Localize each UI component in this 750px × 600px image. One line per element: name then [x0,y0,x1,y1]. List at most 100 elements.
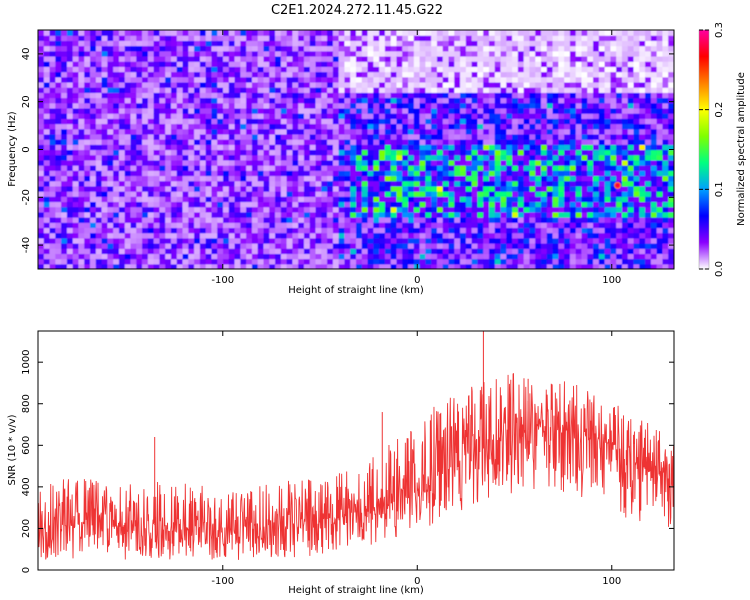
heatmap-cell [656,30,664,36]
heatmap-cell [593,102,600,109]
heatmap-cell [327,154,334,161]
heatmap-cell [616,40,623,47]
heatmap-cell [621,185,629,192]
heatmap-cell [246,175,253,182]
heatmap-cell [130,50,137,57]
heatmap-cell [142,87,149,93]
heatmap-cell [645,133,652,140]
heatmap-cell [610,71,617,78]
heatmap-cell [402,113,409,119]
heatmap-cell [425,118,432,125]
heatmap-cell [506,263,513,269]
heatmap-cell [217,211,224,218]
heatmap-cell [581,102,588,109]
heatmap-cell [442,45,450,52]
heatmap-cell [72,185,80,192]
heatmap-cell [176,71,184,78]
heatmap-cell [541,87,548,93]
heatmap-cell [575,227,583,234]
heatmap-cell [38,170,45,177]
heatmap-cell [569,107,577,114]
heatmap-cell [564,118,571,125]
heatmap-cell [240,66,247,73]
heatmap-cell [142,175,149,182]
heatmap-cell [217,243,224,249]
heatmap-cell [350,191,357,197]
heatmap-cell [84,55,91,62]
heatmap-cell [373,263,380,269]
heatmap-cell [95,191,103,197]
heatmap-cell [604,50,611,57]
heatmap-cell [408,170,415,177]
heatmap-cell [269,154,276,161]
heatmap-cell [512,227,519,234]
heatmap-cell [286,253,293,260]
heatmap-cell [344,191,351,197]
heatmap-cell [269,144,276,151]
heatmap-cell [321,263,328,269]
heatmap-cell [367,92,374,99]
heatmap-cell [205,170,213,177]
heatmap-cell [477,107,484,114]
heatmap-cell [587,258,594,265]
heatmap-cell [251,81,259,88]
heatmap-cell [338,175,346,182]
heatmap-cell [309,232,317,239]
heatmap-cell [130,133,137,140]
heatmap-cell [454,133,461,140]
heatmap-cell [124,92,132,99]
heatmap-cell [101,87,108,93]
heatmap-cell [627,243,635,249]
heatmap-cell [425,113,432,119]
heatmap-cell [523,258,531,265]
heatmap-cell [165,45,172,52]
heatmap-cell [298,165,305,171]
heatmap-cell [645,45,652,52]
heatmap-cell [633,243,640,249]
heatmap-cell [194,206,201,213]
heatmap-cell [627,170,635,177]
heatmap-cell [431,170,438,177]
heatmap-cell [153,211,161,218]
heatmap-cell [633,165,640,171]
heatmap-cell [228,55,236,62]
heatmap-cell [413,102,421,109]
heatmap-cell [419,232,426,239]
heatmap-cell [90,71,97,78]
heatmap-cell [199,149,207,156]
heatmap-cell [217,55,224,62]
heatmap-cell [159,227,166,234]
heatmap-cell [396,206,403,213]
heatmap-cell [650,102,658,109]
heatmap-cell [610,196,617,203]
heatmap-cell [575,118,583,125]
heatmap-cell [315,87,322,93]
heatmap-cell [159,55,166,62]
heatmap-cell [650,66,658,73]
heatmap-cell [408,66,415,73]
heatmap-cell [604,55,611,62]
heatmap-cell [408,201,415,208]
heatmap-cell [228,123,236,130]
heatmap-cell [275,237,282,244]
heatmap-cell [298,144,305,151]
heatmap-cell [598,237,606,244]
heatmap-cell [575,97,583,104]
heatmap-cell [460,180,467,187]
heatmap-cell [344,50,351,57]
heatmap-cell [523,81,531,88]
heatmap-cell [263,232,270,239]
heatmap-cell [315,45,322,52]
heatmap-cell [552,128,559,135]
heatmap-cell [361,232,369,239]
heatmap-cell [546,201,554,208]
heatmap-cell [153,165,161,171]
heatmap-cell [419,170,426,177]
heatmap-cell [292,81,299,88]
heatmap-cell [176,170,184,177]
heatmap-cell [309,263,317,269]
heatmap-cell [587,185,594,192]
heatmap-cell [512,253,519,260]
heatmap-cell [251,253,259,260]
heatmap-cell [523,191,531,197]
